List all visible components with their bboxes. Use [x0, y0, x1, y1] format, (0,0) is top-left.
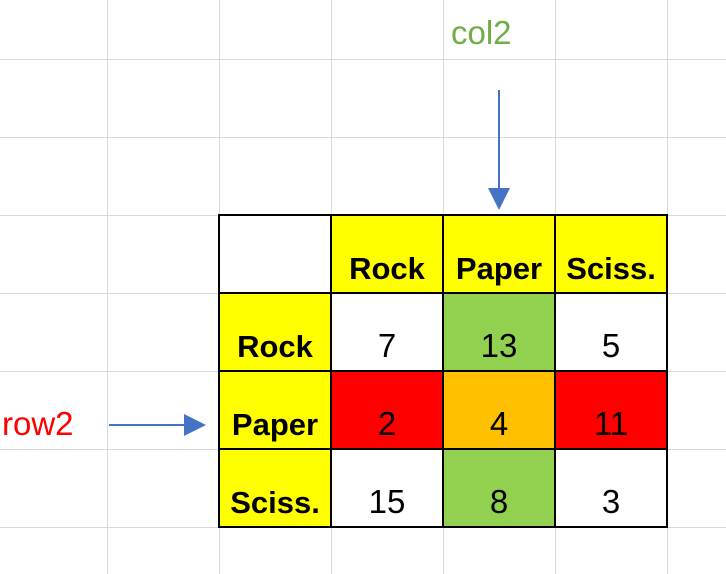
matrix-border: [218, 214, 220, 528]
cell-rock-sciss[interactable]: 5: [555, 293, 667, 371]
right-arrow-icon: [109, 414, 206, 436]
column-header-sciss[interactable]: Sciss.: [555, 215, 667, 293]
cell-sciss-paper[interactable]: 8: [443, 449, 555, 527]
column-header-rock[interactable]: Rock: [331, 215, 443, 293]
column-annotation-label: col2: [451, 14, 512, 51]
matrix-border: [442, 214, 444, 528]
cell-paper-rock[interactable]: 2: [331, 371, 443, 449]
row-header-sciss[interactable]: Sciss.: [219, 449, 331, 527]
matrix-border: [666, 214, 668, 528]
down-arrow-icon: [488, 90, 510, 210]
column-header-paper[interactable]: Paper: [443, 215, 555, 293]
gridline: [0, 137, 726, 138]
gridline: [107, 0, 108, 574]
corner-cell[interactable]: [219, 215, 331, 293]
matrix-border: [330, 214, 332, 528]
row-header-paper[interactable]: Paper: [219, 371, 331, 449]
cell-rock-paper[interactable]: 13: [443, 293, 555, 371]
cell-rock-rock[interactable]: 7: [331, 293, 443, 371]
cell-sciss-rock[interactable]: 15: [331, 449, 443, 527]
row-annotation-label: row2: [2, 405, 74, 442]
cell-sciss-sciss[interactable]: 3: [555, 449, 667, 527]
gridline: [0, 59, 726, 60]
row-header-rock[interactable]: Rock: [219, 293, 331, 371]
cell-paper-paper[interactable]: 4: [443, 371, 555, 449]
cell-paper-sciss[interactable]: 11: [555, 371, 667, 449]
matrix-border: [554, 214, 556, 528]
